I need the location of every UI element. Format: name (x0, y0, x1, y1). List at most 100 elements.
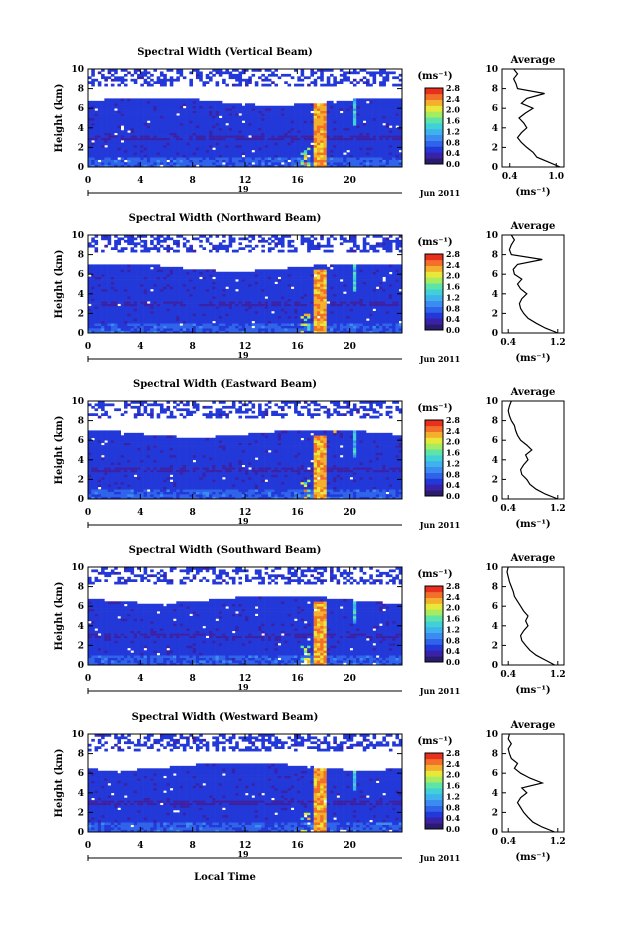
heatmap-cell (117, 140, 122, 143)
heatmap-cell (313, 113, 318, 116)
heatmap-cell (114, 115, 118, 119)
heatmap-cell (212, 323, 216, 326)
heatmap-cell (153, 237, 157, 241)
heatmap-cell (254, 159, 259, 163)
heatmap-cell (120, 328, 125, 331)
heatmap-cell (366, 132, 370, 136)
heatmap-cell (356, 105, 360, 109)
heatmap-cell (375, 135, 380, 138)
heatmap-cell (287, 235, 292, 238)
heatmap-cell (241, 130, 246, 133)
heatmap-cell (228, 125, 233, 129)
heatmap-cell (287, 120, 292, 124)
heatmap-cell (287, 306, 292, 309)
heatmap-cell (231, 115, 236, 119)
heatmap-cell (356, 115, 360, 119)
heatmap-cell (310, 162, 314, 165)
heatmap-cell (369, 130, 373, 133)
heatmap-cell (330, 73, 334, 77)
heatmap-cell (205, 127, 210, 131)
heatmap-cell (235, 159, 239, 163)
heatmap-cell (392, 105, 396, 109)
heatmap-cell (97, 147, 102, 151)
heatmap-cell (284, 279, 288, 282)
heatmap-cell (94, 281, 99, 285)
heatmap-cell (176, 320, 180, 324)
heatmap-cell (159, 122, 164, 126)
heatmap-cell (267, 73, 272, 77)
heatmap-cell (274, 306, 279, 309)
heatmap-cell (192, 118, 197, 121)
heatmap-cell (241, 328, 246, 331)
heatmap-cell (97, 132, 102, 136)
heatmap-cell (290, 288, 295, 292)
heatmap-cell (176, 288, 180, 292)
heatmap-cell (313, 120, 318, 124)
heatmap-cell (114, 271, 118, 275)
heatmap-cell (127, 120, 131, 124)
heatmap-cell (294, 135, 298, 138)
heatmap-cell (189, 157, 193, 160)
heatmap-cell (150, 291, 154, 295)
heatmap-cell (346, 144, 350, 148)
heatmap-cell (326, 108, 331, 111)
heatmap-cell (140, 279, 144, 282)
heatmap-cell (264, 115, 269, 119)
heatmap-cell (182, 296, 187, 299)
heatmap-cell (189, 122, 193, 126)
heatmap-cell (146, 140, 151, 143)
heatmap-cell (146, 115, 151, 119)
heatmap-cell (156, 269, 161, 273)
heatmap-cell (245, 281, 249, 285)
heatmap-cell (169, 306, 174, 309)
heatmap-cell (195, 306, 200, 309)
heatmap-cell (264, 120, 269, 124)
heatmap-cell (382, 108, 386, 111)
heatmap-cell (137, 330, 141, 334)
heatmap-cell (91, 105, 95, 109)
heatmap-cell (392, 125, 396, 129)
heatmap-cell (153, 247, 157, 250)
heatmap-cell (104, 108, 108, 111)
heatmap-cell (107, 296, 112, 299)
heatmap-cell (277, 137, 282, 141)
heatmap-cell (346, 135, 350, 138)
heatmap-cell (316, 122, 321, 126)
heatmap-cell (146, 125, 151, 129)
heatmap-cell (307, 76, 311, 80)
heatmap-cell (261, 303, 265, 307)
heatmap-cell (339, 135, 344, 138)
heatmap-cell (307, 274, 311, 277)
heatmap-cell (307, 239, 311, 243)
heatmap-cell (294, 125, 298, 129)
heatmap-cell (267, 159, 272, 163)
heatmap-cell (192, 276, 197, 280)
heatmap-cell (254, 244, 259, 248)
heatmap-cell (88, 100, 92, 104)
heatmap-cell (146, 247, 151, 250)
heatmap-cell (261, 330, 265, 334)
heatmap-cell (245, 154, 249, 158)
heatmap-cell (156, 306, 161, 309)
heatmap-cell (287, 330, 292, 334)
heatmap-cell (212, 284, 216, 287)
heatmap-cell (173, 271, 177, 275)
heatmap-cell (277, 288, 282, 292)
heatmap-cell (271, 293, 275, 297)
heatmap-cell (88, 135, 92, 138)
heatmap-cell (209, 125, 213, 129)
heatmap-cell (303, 291, 308, 295)
heatmap-cell (248, 308, 252, 312)
heatmap-cell (189, 144, 193, 148)
heatmap-cell (356, 127, 360, 131)
heatmap-cell (222, 157, 226, 160)
heatmap-cell (159, 281, 164, 285)
heatmap-cell (146, 328, 151, 331)
heatmap-cell (290, 318, 295, 322)
heatmap-cell (248, 310, 252, 314)
heatmap-cell (356, 159, 360, 163)
heatmap-cell (120, 276, 125, 280)
heatmap-cell (140, 76, 144, 80)
heatmap-cell (94, 147, 99, 151)
heatmap-cell (179, 118, 184, 121)
